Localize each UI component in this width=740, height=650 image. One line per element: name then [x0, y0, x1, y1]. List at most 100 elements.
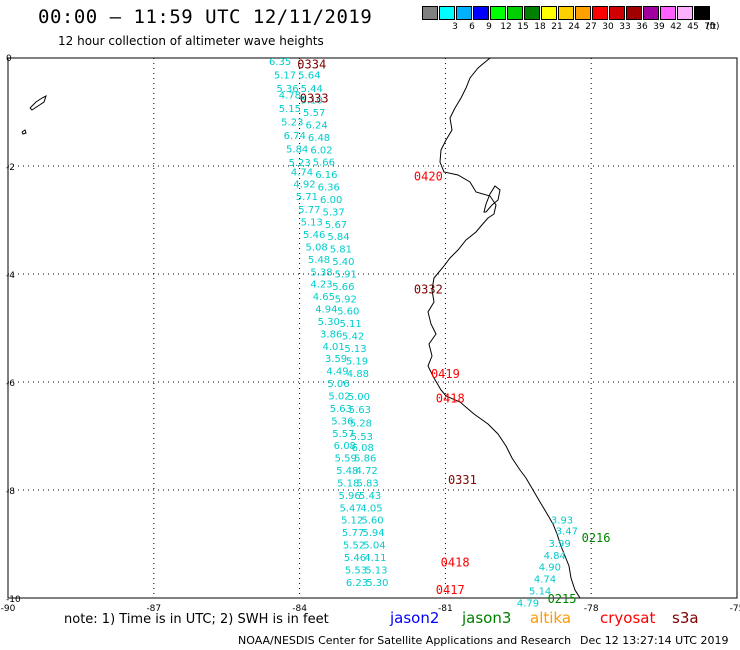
- wave-height-value: 5.13: [344, 344, 366, 355]
- pass-time-label: 0420: [414, 170, 443, 184]
- wave-height-value: 5.02: [328, 392, 350, 403]
- note-text: note: 1) Time is in UTC; 2) SWH is in fe…: [64, 612, 329, 627]
- wave-height-value: 5.77: [298, 205, 320, 216]
- wave-height-value: 5.48: [336, 466, 358, 477]
- wave-height-value: 3.86: [320, 329, 342, 340]
- wave-height-value: 4.74: [534, 575, 556, 586]
- wave-height-value: 4.94: [315, 305, 337, 316]
- wave-height-value: 6.24: [305, 120, 327, 131]
- legend-swatch: [592, 6, 608, 20]
- wave-height-value: 5.57: [303, 108, 325, 119]
- wave-height-value: 5.63: [349, 405, 371, 416]
- wave-height-value: 4.23: [310, 280, 332, 291]
- legend-swatch: [507, 6, 523, 20]
- legend-swatch: [439, 6, 455, 20]
- wave-height-value: 4.78: [279, 91, 301, 102]
- wave-height-value: 4.05: [360, 503, 382, 514]
- wave-height-value: 5.08: [305, 242, 327, 253]
- galapagos-islet: [21, 129, 27, 135]
- wave-height-value: 5.10: [301, 96, 323, 107]
- y-tick-label: -10: [6, 595, 21, 605]
- wave-height-value: 4.88: [347, 369, 369, 380]
- wave-height-value: 5.48: [308, 255, 330, 266]
- legend-unit: (ft): [706, 22, 720, 32]
- wave-height-value: 5.57: [332, 429, 354, 440]
- wave-height-value: 5.52: [343, 541, 365, 552]
- wave-height-value: 5.15: [279, 104, 301, 115]
- wave-height-value: 5.30: [366, 578, 388, 589]
- pass-time-label: 0417: [436, 583, 465, 597]
- wave-height-value: 5.36: [276, 84, 298, 95]
- wave-height-value: 5.59: [335, 454, 357, 465]
- legend-swatch: [422, 6, 438, 20]
- wave-height-value: 5.38: [310, 267, 332, 278]
- wave-height-value: 5.63: [330, 404, 352, 415]
- wave-height-value: 5.67: [325, 220, 347, 231]
- y-tick-label: -4: [6, 271, 15, 281]
- y-tick-label: -8: [6, 487, 15, 497]
- wave-height-value: 5.60: [361, 516, 383, 527]
- legend-swatch: [575, 6, 591, 20]
- wave-height-value: 4.79: [517, 598, 539, 609]
- legend-label: 33: [619, 22, 631, 32]
- legend-label: 42: [670, 22, 682, 32]
- wave-height-value: 5.42: [342, 332, 364, 343]
- wave-height-value: 6.00: [320, 195, 342, 206]
- legend-swatch: [677, 6, 693, 20]
- wave-height-value: 3.93: [551, 516, 573, 527]
- legend-label: 15: [517, 22, 529, 32]
- pass-time-label: 0215: [548, 592, 577, 606]
- legend-label: 9: [486, 22, 492, 32]
- x-tick-label: -78: [584, 604, 599, 614]
- wave-height-value: 5.13: [365, 565, 387, 576]
- wave-height-value: 5.71: [296, 192, 318, 203]
- pass-time-label: 0331: [448, 473, 477, 487]
- pass-time-label: 0334: [297, 57, 326, 71]
- wave-height-value: 4.11: [364, 553, 386, 564]
- legend-swatch: [643, 6, 659, 20]
- wave-height-value: 6.48: [308, 133, 330, 144]
- wave-height-value: 6.74: [284, 131, 306, 142]
- wave-height-value: 5.06: [327, 379, 349, 390]
- wave-height-value: 5.17: [274, 71, 296, 82]
- map-frame: [7, 57, 738, 599]
- wave-height-value: 6.02: [310, 145, 332, 156]
- legend-swatch: [694, 6, 710, 20]
- wave-height-value: 5.64: [298, 71, 320, 82]
- legend-swatch: [626, 6, 642, 20]
- wave-height-value: 5.14: [529, 586, 551, 597]
- pass-time-label: 0418: [441, 555, 470, 569]
- wave-height-value: 5.96: [339, 491, 361, 502]
- wave-height-value: 4.01: [322, 342, 344, 353]
- wave-height-value: 6.16: [315, 170, 337, 181]
- pass-time-label: 0418: [436, 392, 465, 406]
- wave-height-value: 5.66: [332, 282, 354, 293]
- legend-swatch: [660, 6, 676, 20]
- wave-height-value: 5.47: [339, 503, 361, 514]
- legend-swatch: [541, 6, 557, 20]
- wave-height-value: 5.46: [344, 553, 366, 564]
- coastline: [427, 57, 581, 599]
- satellite-label-jason3: jason3: [462, 609, 512, 627]
- wave-height-value: 5.46: [303, 230, 325, 241]
- satellite-label-altika: altika: [530, 609, 572, 627]
- wave-height-value: 6.36: [318, 183, 340, 194]
- x-tick-label: -75: [730, 604, 740, 614]
- pass-time-label: 0332: [414, 283, 443, 297]
- wave-height-value: 5.84: [327, 232, 349, 243]
- wave-height-value: 5.91: [335, 269, 357, 280]
- wave-height-value: 4.92: [293, 179, 315, 190]
- legend-swatch: [558, 6, 574, 20]
- wave-height-value: 6.08: [352, 443, 374, 454]
- wave-height-value: 5.37: [322, 207, 344, 218]
- wave-height-value: 5.43: [359, 491, 381, 502]
- legend-label: 30: [602, 22, 614, 32]
- y-tick-label: -6: [6, 379, 15, 389]
- legend-label: 27: [585, 22, 597, 32]
- legend-label: 70: [704, 22, 716, 32]
- wave-height-value: 5.60: [337, 307, 359, 318]
- wave-height-value: 5.19: [346, 356, 368, 367]
- legend-swatch: [609, 6, 625, 20]
- wave-height-value: 5.84: [286, 145, 308, 156]
